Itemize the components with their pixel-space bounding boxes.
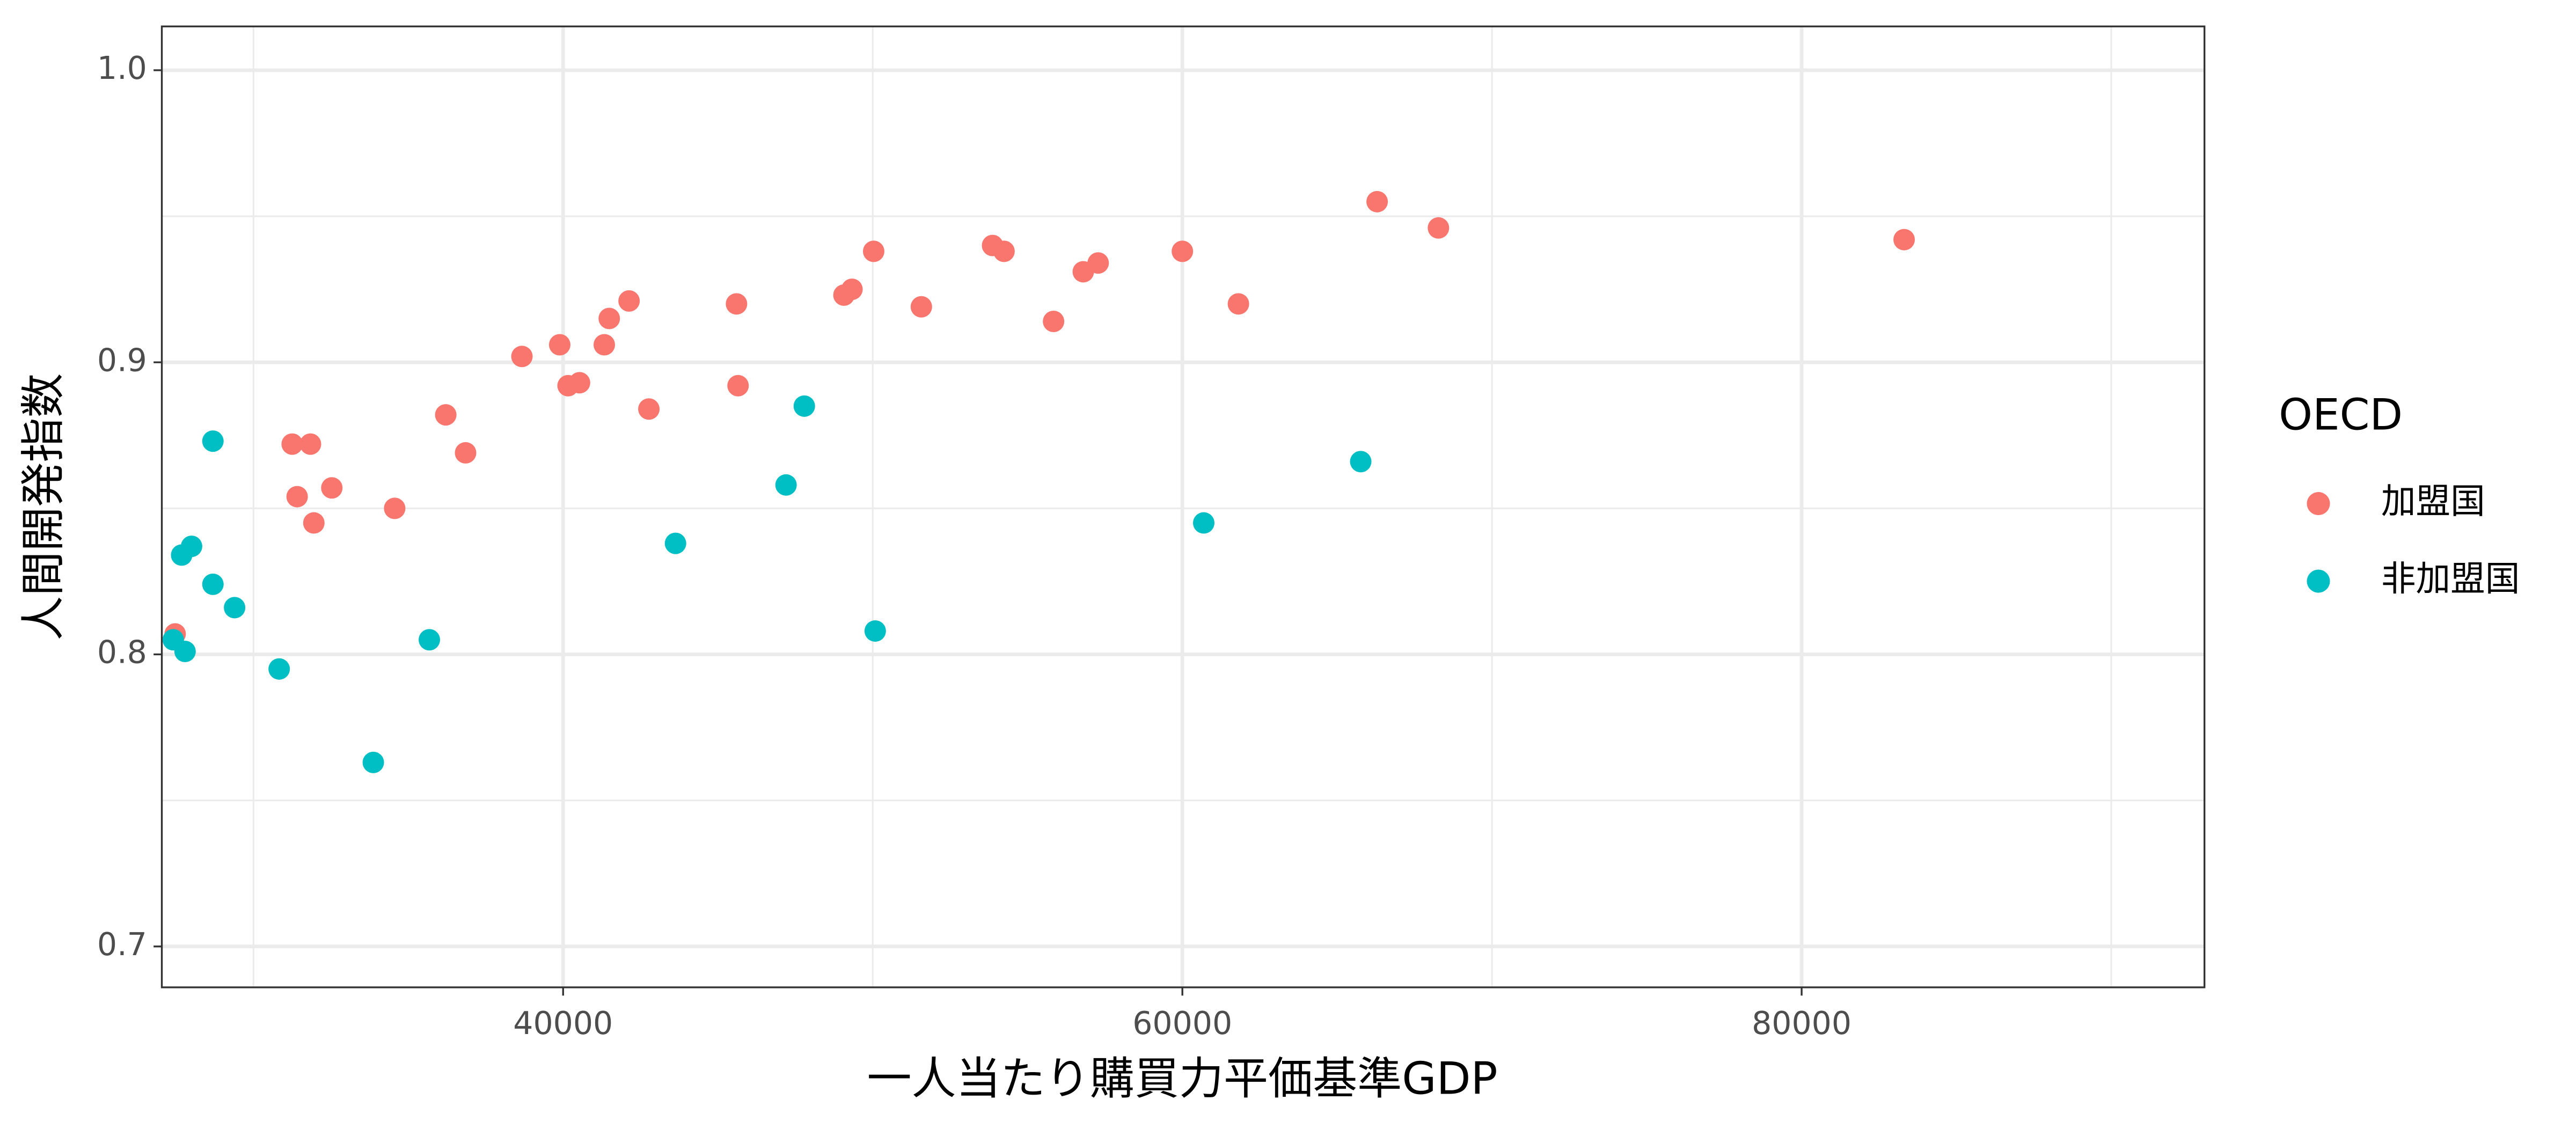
point — [268, 658, 290, 680]
point — [568, 372, 590, 394]
point — [281, 433, 303, 455]
point — [726, 293, 748, 315]
x-tick-label: 80000 — [1752, 1005, 1851, 1042]
point — [618, 290, 640, 312]
point — [202, 430, 224, 452]
point — [862, 240, 884, 262]
point — [664, 532, 686, 554]
point — [419, 629, 441, 651]
point — [455, 442, 477, 464]
legend-title: OECD — [2279, 390, 2403, 439]
point — [174, 641, 196, 663]
point — [202, 573, 224, 595]
point — [993, 240, 1015, 262]
point — [1172, 240, 1194, 262]
point — [362, 751, 384, 773]
point — [321, 477, 343, 499]
legend-label: 非加盟国 — [2381, 559, 2520, 599]
point — [727, 375, 749, 397]
x-tick-label: 60000 — [1132, 1005, 1232, 1042]
point — [1350, 451, 1372, 473]
point — [1192, 512, 1214, 534]
y-tick-label: 0.7 — [97, 926, 147, 963]
point — [1043, 310, 1065, 332]
point — [384, 497, 406, 519]
plot-border — [160, 25, 2206, 988]
point — [511, 346, 533, 368]
legend-marker — [2307, 492, 2330, 515]
point — [793, 395, 815, 417]
point — [548, 334, 570, 356]
point — [299, 433, 321, 455]
point — [638, 398, 660, 420]
point — [1366, 190, 1388, 212]
point — [286, 486, 308, 508]
point — [1087, 252, 1109, 274]
x-tick-label: 40000 — [513, 1005, 613, 1042]
y-axis-label: 人間開発指数 — [17, 373, 69, 640]
legend-label: 加盟国 — [2381, 481, 2485, 522]
point — [598, 307, 620, 329]
point — [775, 474, 797, 496]
point — [435, 404, 457, 426]
point — [1227, 293, 1249, 315]
point — [594, 334, 616, 356]
y-tick-label: 0.8 — [97, 634, 147, 671]
point — [864, 620, 886, 642]
y-tick-label: 0.9 — [97, 342, 147, 378]
point — [224, 597, 246, 619]
point — [1893, 229, 1915, 251]
point — [841, 278, 863, 300]
point — [1428, 217, 1450, 239]
y-tick-label: 1.0 — [97, 50, 147, 86]
x-axis-label: 一人当たり購買力平価基準GDP — [867, 1052, 1497, 1104]
point — [910, 296, 932, 318]
point — [303, 512, 325, 534]
point — [180, 536, 202, 558]
legend-marker — [2307, 569, 2330, 593]
